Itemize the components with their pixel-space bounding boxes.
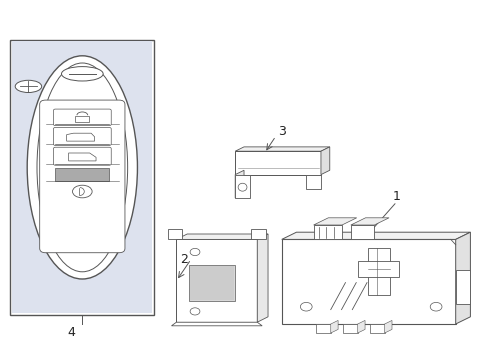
FancyBboxPatch shape	[40, 100, 125, 253]
Bar	[282, 239, 456, 324]
Text: 3: 3	[278, 125, 286, 138]
Ellipse shape	[190, 248, 200, 256]
FancyBboxPatch shape	[55, 168, 109, 181]
Ellipse shape	[27, 56, 138, 279]
Bar	[316, 324, 331, 333]
Polygon shape	[257, 234, 268, 322]
Text: 1: 1	[393, 190, 401, 203]
Polygon shape	[314, 218, 357, 225]
Bar	[351, 225, 374, 239]
Bar	[190, 266, 234, 300]
Text: 2: 2	[180, 253, 188, 266]
Ellipse shape	[238, 183, 247, 191]
Polygon shape	[172, 322, 262, 326]
Bar	[251, 229, 266, 239]
Polygon shape	[456, 232, 470, 324]
Text: 4: 4	[67, 327, 75, 339]
Bar	[12, 41, 152, 313]
Polygon shape	[358, 320, 365, 333]
Bar	[75, 116, 89, 122]
Bar	[306, 175, 321, 189]
FancyBboxPatch shape	[53, 109, 111, 126]
FancyBboxPatch shape	[53, 147, 111, 165]
Ellipse shape	[62, 67, 103, 81]
Ellipse shape	[37, 63, 128, 272]
Polygon shape	[235, 170, 244, 198]
Polygon shape	[69, 153, 96, 161]
Bar	[358, 261, 399, 277]
Ellipse shape	[15, 80, 42, 93]
FancyBboxPatch shape	[189, 265, 235, 301]
Bar	[370, 324, 385, 333]
Bar	[235, 151, 321, 175]
Bar	[168, 229, 182, 239]
Polygon shape	[321, 147, 330, 175]
Bar	[343, 324, 358, 333]
Bar	[456, 270, 470, 304]
Polygon shape	[176, 234, 268, 239]
Ellipse shape	[190, 308, 200, 315]
Ellipse shape	[73, 185, 92, 198]
Ellipse shape	[300, 302, 312, 311]
Bar	[10, 40, 154, 315]
Polygon shape	[385, 320, 392, 333]
Bar	[368, 248, 390, 295]
Polygon shape	[351, 218, 389, 225]
Bar	[314, 225, 342, 239]
Polygon shape	[282, 232, 470, 239]
Bar	[235, 175, 250, 198]
FancyBboxPatch shape	[53, 127, 111, 145]
Polygon shape	[67, 133, 95, 141]
Polygon shape	[235, 147, 330, 151]
Bar	[176, 239, 257, 322]
Polygon shape	[331, 320, 338, 333]
Ellipse shape	[430, 302, 442, 311]
